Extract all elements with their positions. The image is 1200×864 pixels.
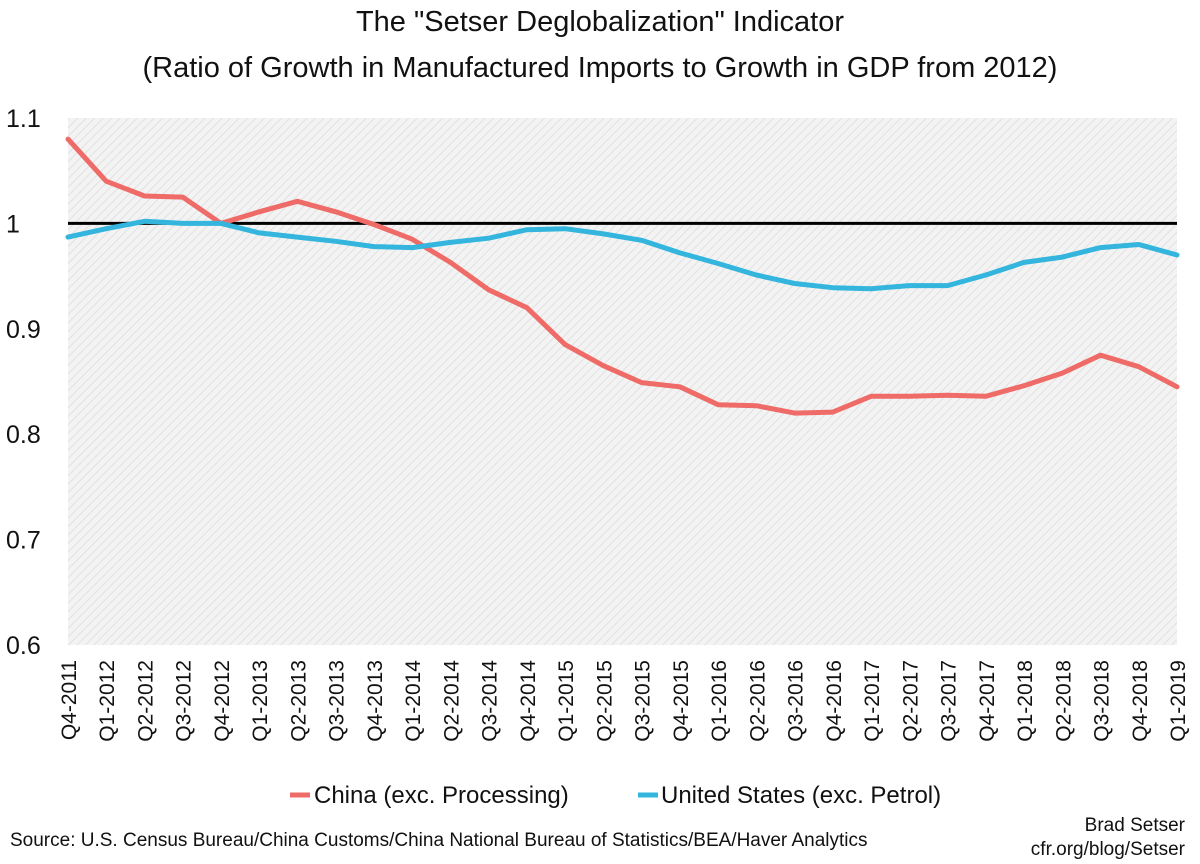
legend: China (exc. Processing) United States (e… [290, 782, 941, 809]
x-tick-label: Q2-2017 [899, 660, 922, 742]
x-tick-label: Q1-2018 [1014, 660, 1037, 742]
source-note: Source: U.S. Census Bureau/China Customs… [10, 830, 868, 851]
x-axis: Q4-2011 Q1-2012 Q2-2012 Q3-2012 Q4-2012 Q1-20… [58, 660, 1190, 742]
x-tick-label: Q1-2016 [708, 660, 731, 742]
y-axis: 1.1 1 0.9 0.8 0.7 0.6 [6, 105, 41, 660]
legend-label-us: United States (exc. Petrol) [661, 782, 941, 809]
y-tick-label: 1.1 [6, 105, 41, 133]
x-tick-label: Q2-2014 [440, 660, 463, 742]
y-tick-label: 1 [6, 210, 20, 238]
x-tick-label: Q1-2015 [555, 660, 578, 742]
x-tick-label: Q4-2014 [517, 660, 540, 742]
series-group [65, 136, 1180, 416]
x-tick-label: Q3-2014 [479, 660, 502, 742]
x-tick-label: Q4-2011 [58, 660, 81, 740]
x-tick-label: Q2-2018 [1052, 660, 1075, 742]
x-tick-label: Q3-2015 [632, 660, 655, 742]
x-tick-label: Q3-2016 [785, 660, 808, 742]
series-line-china [65, 136, 1180, 416]
x-tick-label: Q4-2012 [211, 660, 234, 742]
x-tick-label: Q2-2015 [593, 660, 616, 742]
x-tick-label: Q2-2012 [134, 660, 157, 742]
plot-area [68, 118, 1177, 645]
author-credit: Brad Setser [1085, 815, 1186, 836]
series-line-us [65, 218, 1180, 292]
x-tick-label: Q1-2013 [249, 660, 272, 742]
x-tick-label: Q3-2012 [173, 660, 196, 742]
x-tick-label: Q1-2017 [861, 660, 884, 742]
x-tick-label: Q4-2013 [364, 660, 387, 742]
site-credit: cfr.org/blog/Setser [1031, 839, 1186, 860]
x-tick-label: Q4-2017 [976, 660, 999, 742]
x-tick-label: Q2-2013 [287, 660, 310, 742]
x-tick-label: Q1-2014 [402, 660, 425, 742]
y-tick-label: 0.9 [6, 316, 41, 344]
x-tick-label: Q2-2016 [746, 660, 769, 742]
legend-label-china: China (exc. Processing) [314, 782, 569, 809]
x-tick-label: Q4-2016 [823, 660, 846, 742]
y-tick-label: 0.7 [6, 527, 41, 555]
x-tick-label: Q3-2017 [938, 660, 961, 742]
chart-subtitle: (Ratio of Growth in Manufactured Imports… [143, 52, 1058, 84]
y-tick-label: 0.6 [6, 632, 41, 660]
x-tick-label: Q3-2013 [326, 660, 349, 742]
x-tick-label: Q1-2019 [1167, 660, 1190, 742]
x-tick-label: Q3-2018 [1091, 660, 1114, 742]
chart-title: The "Setser Deglobalization" Indicator [356, 6, 844, 38]
y-tick-label: 0.8 [6, 421, 41, 449]
x-tick-label: Q4-2015 [670, 660, 693, 742]
x-tick-label: Q1-2012 [96, 660, 119, 742]
x-tick-label: Q4-2018 [1129, 660, 1152, 742]
